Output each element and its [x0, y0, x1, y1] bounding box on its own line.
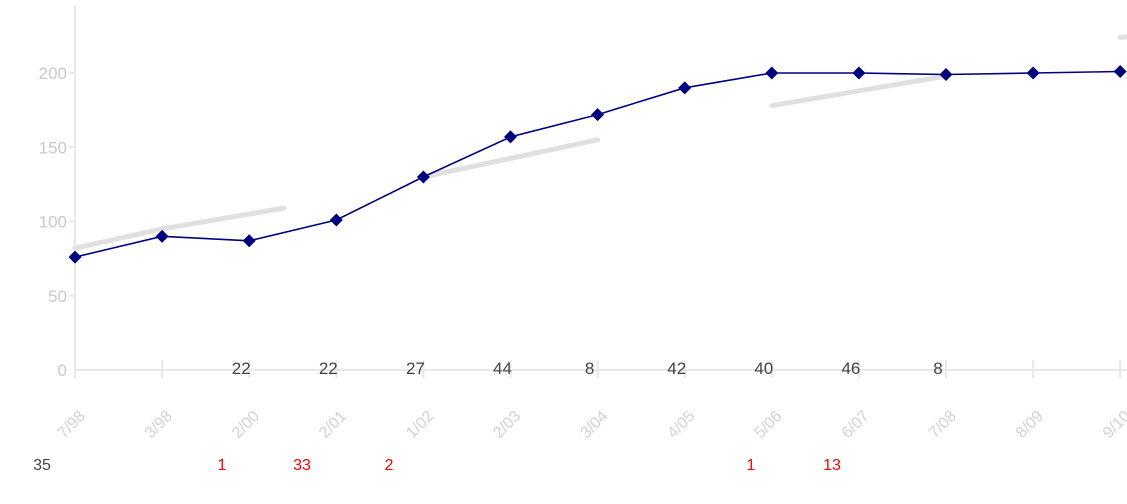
- volume-label: 8: [585, 359, 594, 378]
- trend-line: [420, 137, 601, 180]
- data-points: [68, 65, 1127, 264]
- data-point: [765, 66, 779, 80]
- trend-line: [769, 73, 949, 109]
- x-tick-label: 7/08: [926, 408, 960, 442]
- data-point: [242, 234, 256, 248]
- volume-label: 8: [933, 359, 942, 378]
- x-tick-labels: 7/98 3/98 2/00 2/01 1/02 2/03 3/04 4/05 5/06 6/07…: [55, 408, 1127, 442]
- data-point: [591, 108, 605, 122]
- y-tick-labels: 0 50 100 150 200: [39, 64, 67, 380]
- bottom-row-label: 13: [823, 457, 841, 474]
- volume-row: 22 22 27 44 8 42 40 46 8: [232, 359, 943, 378]
- bottom-row-label: 2: [385, 457, 394, 474]
- data-point: [939, 67, 953, 81]
- x-tick-label: 2/00: [229, 408, 263, 442]
- data-point: [1113, 65, 1127, 79]
- trend-line: [1117, 34, 1127, 40]
- x-tick-label: 1/02: [403, 408, 437, 442]
- x-tick-label: 8/09: [1013, 408, 1047, 442]
- volume-label: 40: [754, 359, 773, 378]
- bottom-row-label: 1: [747, 457, 756, 474]
- bottom-row-labels: 35 1 33 2 1 13: [33, 457, 841, 474]
- volume-label: 22: [319, 359, 338, 378]
- bottom-row-label: 35: [33, 457, 51, 474]
- volume-label: 46: [841, 359, 860, 378]
- data-point: [852, 66, 866, 80]
- bottom-row-label: 33: [293, 457, 311, 474]
- y-tick-label: 150: [39, 138, 67, 157]
- volume-label: 22: [232, 359, 251, 378]
- data-point: [155, 229, 169, 243]
- y-tick-label: 0: [58, 361, 67, 380]
- x-tick-label: 7/98: [55, 408, 89, 442]
- x-tick-label: 3/98: [142, 408, 176, 442]
- volume-label: 27: [406, 359, 425, 378]
- data-point: [1026, 66, 1040, 80]
- volume-label: 44: [493, 359, 512, 378]
- data-point: [329, 213, 343, 227]
- x-tick-label: 3/04: [577, 408, 611, 442]
- data-point: [416, 170, 430, 184]
- x-tick-label: 9/10: [1100, 408, 1127, 442]
- x-tick-label: 4/05: [664, 408, 698, 442]
- y-tick-label: 200: [39, 64, 67, 83]
- x-tick-label: 5/06: [752, 408, 786, 442]
- data-point: [678, 81, 692, 95]
- series-line: [74, 70, 1121, 258]
- y-tick-label: 50: [48, 287, 67, 306]
- data-point: [68, 250, 82, 264]
- y-tick-label: 100: [39, 213, 67, 232]
- bottom-row-label: 1: [218, 457, 227, 474]
- trend-line: [72, 205, 287, 251]
- x-tick-label: 2/01: [316, 408, 350, 442]
- data-point: [504, 130, 517, 144]
- trend-lines: [72, 34, 1127, 251]
- volume-label: 42: [667, 359, 686, 378]
- series-line-group: [74, 70, 1121, 258]
- chart-axes: [69, 6, 1127, 378]
- x-tick-label: 6/07: [839, 408, 873, 442]
- x-tick-label: 2/03: [490, 408, 524, 442]
